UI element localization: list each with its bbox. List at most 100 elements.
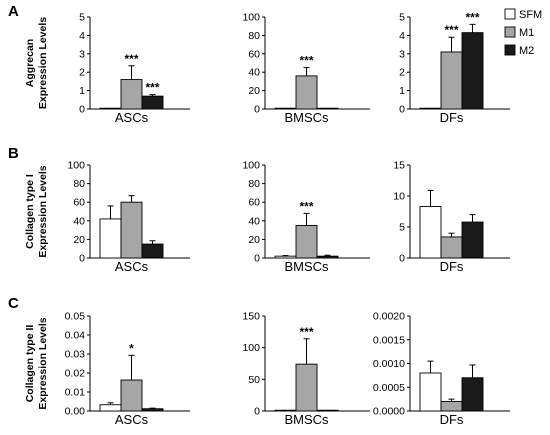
bar-sfm	[274, 409, 297, 412]
y-tick-label: 0.0010	[373, 358, 405, 370]
y-tick-label: 60	[248, 48, 260, 60]
y-tick-label: 40	[248, 67, 260, 79]
bar-m1	[440, 236, 463, 259]
significance-label: ***	[444, 23, 458, 37]
bar-m1	[120, 201, 143, 259]
y-tick-label: 5	[399, 12, 405, 24]
y-tick-label: 0	[399, 253, 405, 265]
y-tick-label: 100	[242, 160, 260, 172]
bar-sfm	[99, 218, 122, 259]
legend-label-sfm: SFM	[519, 9, 542, 21]
y-tick-label: 1	[399, 85, 405, 97]
y-tick-label: 100	[67, 160, 85, 172]
y-tick-label: 4	[399, 30, 405, 42]
chart-a-dfs: 0 1 2 3 4 5 *** *** DFs	[399, 10, 510, 125]
y-tick-label: 5	[399, 222, 405, 234]
y-axis-label-c: Collagen type II Expression Levels	[24, 317, 49, 409]
bar-m1	[120, 379, 143, 412]
chart-c-dfs: 0.0000 0.0005 0.0010 0.0015 0.0020 DFs	[373, 311, 510, 427]
y-tick-label: 10	[393, 191, 405, 203]
y-tick-label: 0	[399, 104, 405, 116]
bar-m1	[120, 79, 143, 110]
y-tick-label: 2	[79, 67, 85, 79]
y-tick-label: 60	[248, 197, 260, 209]
charts: 012345******ASCs020406080100***BMSCs0123…	[65, 10, 510, 427]
panel-letter-a: A	[8, 3, 19, 20]
y-tick-label: 0.03	[65, 349, 86, 361]
y-tick-label: 0.05	[65, 311, 86, 323]
y-tick-label: 0.00	[65, 406, 86, 418]
x-axis-label: BMSCs	[284, 412, 329, 427]
y-label-line: Expression Levels	[37, 17, 49, 109]
significance-label: ***	[299, 199, 313, 213]
bar-m2	[461, 221, 484, 259]
bar-sfm	[419, 206, 442, 259]
x-axis-label: BMSCs	[284, 110, 329, 125]
y-tick-label: 0.0015	[373, 334, 405, 346]
y-tick-label: 20	[248, 85, 260, 97]
panel-letter-b: B	[8, 145, 19, 162]
significance-label: ***	[299, 54, 313, 68]
bar-m1	[295, 75, 318, 110]
y-axis-label-b: Collagen type I Expression Levels	[24, 165, 49, 257]
y-tick-label: 0.0005	[373, 382, 405, 394]
x-axis-label: ASCs	[115, 412, 149, 427]
y-axis-label-a: Aggrecan Expression Levels	[24, 17, 49, 109]
y-tick-label: 0.04	[65, 330, 86, 342]
legend-label-m1: M1	[519, 27, 534, 39]
significance-label: ***	[145, 81, 159, 95]
y-tick-label: 40	[73, 215, 85, 227]
y-tick-label: 20	[73, 234, 85, 246]
significance-label: ***	[465, 10, 479, 24]
y-tick-label: 0	[254, 104, 260, 116]
significance-label: ***	[299, 325, 313, 339]
y-tick-label: 100	[242, 342, 260, 354]
bar-m2	[141, 408, 164, 412]
y-tick-label: 80	[248, 178, 260, 190]
y-label-line: Expression Levels	[37, 165, 49, 257]
chart-a-bmscs: 0 20 40 60 80 100 *** BMSCs	[242, 12, 370, 125]
bar-m2	[316, 409, 339, 412]
y-label-line: Collagen type I	[24, 174, 36, 249]
y-tick-label: 0	[254, 406, 260, 418]
bar-m2	[461, 377, 484, 412]
bar-m1	[440, 51, 463, 110]
x-axis-label: ASCs	[115, 110, 149, 125]
y-label-line: Aggrecan	[24, 39, 36, 87]
bar-m2	[461, 32, 484, 110]
x-axis-label: DFs	[440, 110, 464, 125]
bar-m2	[316, 107, 339, 110]
bar-m2	[316, 255, 339, 259]
significance-label: *	[129, 341, 134, 355]
y-tick-label: 40	[248, 215, 260, 227]
y-tick-label: 80	[73, 178, 85, 190]
significance-label: ***	[124, 52, 138, 66]
bar-m2	[141, 243, 164, 259]
chart-a-ascs: 0 1 2 3 4 5 *** *** ASCs	[79, 12, 190, 125]
y-tick-label: 15	[393, 160, 405, 172]
x-axis-label: DFs	[440, 259, 464, 274]
y-tick-label: 50	[248, 374, 260, 386]
y-tick-label: 0	[79, 253, 85, 265]
y-tick-label: 20	[248, 234, 260, 246]
x-axis-label: BMSCs	[284, 259, 329, 274]
bar-sfm	[274, 107, 297, 110]
legend-swatch-sfm	[504, 8, 516, 20]
y-tick-label: 0	[254, 253, 260, 265]
y-tick-label: 4	[79, 30, 85, 42]
y-tick-label: 0	[79, 104, 85, 116]
y-tick-label: 3	[79, 48, 85, 60]
bar-m1	[440, 401, 463, 412]
y-tick-label: 0.0000	[373, 406, 405, 418]
y-label-line: Expression Levels	[37, 317, 49, 409]
y-tick-label: 100	[242, 12, 260, 24]
bar-sfm	[99, 107, 122, 110]
x-axis-label: DFs	[440, 412, 464, 427]
y-tick-label: 0.0020	[373, 311, 405, 323]
bar-m1	[295, 363, 318, 412]
y-tick-label: 60	[73, 197, 85, 209]
y-tick-label: 1	[79, 85, 85, 97]
bar-m1	[295, 224, 318, 259]
